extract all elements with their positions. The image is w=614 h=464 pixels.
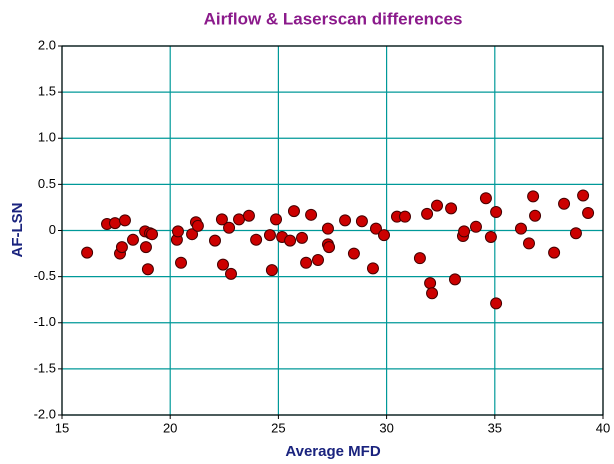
point xyxy=(582,206,595,219)
point xyxy=(366,262,379,275)
point xyxy=(339,214,352,227)
y-tick-label: 1.5 xyxy=(38,84,56,99)
point xyxy=(215,213,228,226)
point xyxy=(369,222,382,235)
y-tick-label: -2.0 xyxy=(34,406,56,421)
point xyxy=(458,225,471,238)
point xyxy=(287,205,300,218)
y-tick-label: 0 xyxy=(49,222,56,237)
y-tick-label: 0.5 xyxy=(38,176,56,191)
point xyxy=(233,213,246,226)
point xyxy=(186,228,199,241)
y-tick-label: -1.5 xyxy=(34,360,56,375)
point xyxy=(569,227,582,240)
point xyxy=(270,213,283,226)
point xyxy=(109,217,122,230)
point xyxy=(426,287,439,300)
point xyxy=(490,206,503,219)
point xyxy=(321,222,334,235)
point xyxy=(431,199,444,212)
point xyxy=(355,215,368,228)
point xyxy=(398,210,411,223)
x-tick-label: 30 xyxy=(379,420,393,435)
point xyxy=(115,241,128,254)
point xyxy=(217,258,230,271)
point xyxy=(305,208,318,221)
point xyxy=(323,241,336,254)
point xyxy=(445,202,458,215)
point xyxy=(469,220,482,233)
point xyxy=(284,234,297,247)
point xyxy=(378,229,391,242)
point xyxy=(479,192,492,205)
point xyxy=(171,225,184,238)
point xyxy=(558,197,571,210)
point xyxy=(548,246,561,259)
point xyxy=(126,233,139,246)
y-tick-label: -1.0 xyxy=(34,314,56,329)
point xyxy=(312,254,325,267)
point xyxy=(577,189,590,202)
point xyxy=(265,264,278,277)
point xyxy=(139,241,152,254)
point xyxy=(527,190,540,203)
plot-border xyxy=(61,45,604,416)
point xyxy=(529,209,542,222)
point xyxy=(225,267,238,280)
y-tick-label: -0.5 xyxy=(34,268,56,283)
point xyxy=(490,297,503,310)
x-tick-label: 15 xyxy=(55,420,69,435)
point xyxy=(146,228,159,241)
point xyxy=(175,256,188,269)
point xyxy=(448,273,461,286)
point xyxy=(223,221,236,234)
point xyxy=(295,231,308,244)
point xyxy=(250,233,263,246)
point xyxy=(191,219,204,232)
chart-title: Airflow & Laserscan differences xyxy=(204,9,463,28)
x-tick-label: 25 xyxy=(271,420,285,435)
point xyxy=(208,234,221,247)
y-tick-label: 2.0 xyxy=(38,37,56,52)
point xyxy=(141,263,154,276)
point xyxy=(484,230,497,243)
x-tick-label: 40 xyxy=(596,420,610,435)
point xyxy=(424,277,437,290)
x-axis-label: Average MFD xyxy=(285,443,380,460)
point xyxy=(300,256,313,269)
point xyxy=(81,246,94,259)
y-axis-label: AF-LSN xyxy=(9,203,26,258)
point xyxy=(263,229,276,242)
point xyxy=(522,237,535,250)
x-tick-label: 35 xyxy=(488,420,502,435)
x-tick-label: 20 xyxy=(163,420,177,435)
y-tick-label: 1.0 xyxy=(38,130,56,145)
point xyxy=(421,207,434,220)
point xyxy=(118,214,131,227)
point xyxy=(242,209,255,222)
point xyxy=(514,222,527,235)
point xyxy=(413,252,426,265)
point xyxy=(347,247,360,260)
